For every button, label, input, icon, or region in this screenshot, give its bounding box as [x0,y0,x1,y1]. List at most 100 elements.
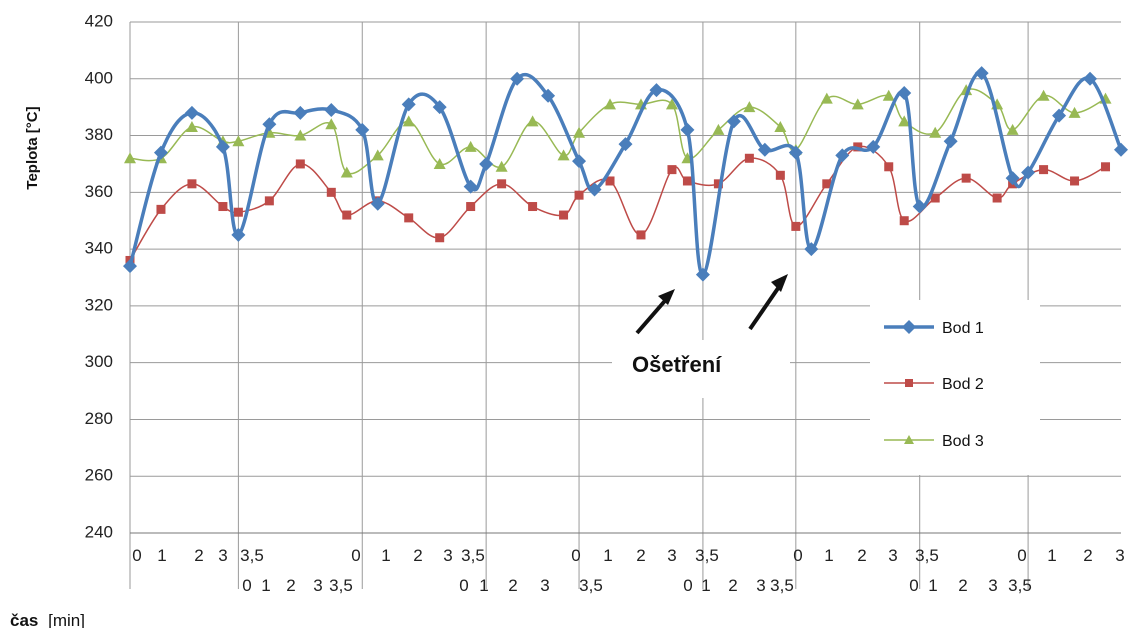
data-point [897,85,912,100]
x-tick-label: 0 [793,546,802,565]
data-point [324,103,339,118]
data-point [743,101,756,113]
data-point [1039,165,1049,175]
data-point [866,139,881,154]
y-tick-label: 360 [85,182,113,201]
legend-item-bod-1: Bod 1 [884,320,984,337]
series-layer [123,66,1128,282]
x-tick-label: 0 [1017,546,1026,565]
data-point [618,137,633,152]
x-tick-label: 3 [1115,546,1124,565]
data-point [774,121,787,133]
data-point [370,196,385,211]
data-point [665,98,678,110]
data-point [587,182,602,197]
data-point [775,170,785,180]
data-point [371,149,384,161]
data-point [231,227,246,242]
annotation-arrowhead-1 [658,289,675,305]
data-point [851,98,864,110]
data-point [680,122,695,137]
x-tick-label: 1 [603,546,612,565]
y-tick-label: 400 [85,68,113,87]
y-tick-labels: 240 260 280 300 320 340 360 380 400 420 [85,11,113,541]
data-point [572,154,587,169]
data-point [712,123,725,135]
data-point [557,149,570,161]
data-point [1052,108,1067,123]
data-point [401,97,416,112]
data-point [342,210,352,220]
x-tick-label: 3,5 [579,576,603,595]
data-point [1101,162,1111,172]
x-tick-label: 2 [958,576,967,595]
x-tick-label: 0 [132,546,141,565]
data-point [820,92,833,104]
data-point [835,148,850,163]
y-axis-label: Teplota [°C] [24,106,41,189]
x-tick-labels: 0 1 2 3 3,5 0 1 2 3 3,5 0 1 2 3 3,5 0 1 2 3 3,5 0 1 2 30 1 2 3 3,5 0… [132,546,1124,595]
data-point [215,139,230,154]
x-tick-label: 1 [701,576,710,595]
x-tick-label: 3 [667,546,676,565]
data-point [943,134,958,149]
x-tick-label: 3 [443,546,452,565]
y-tick-label: 280 [85,409,113,428]
data-point [466,202,476,212]
x-axis-label-unit: [min] [48,611,85,628]
data-point [882,89,895,101]
data-point [326,187,336,197]
x-tick-label: 3,5 [695,546,719,565]
legend-marker-bod-3 [904,435,914,444]
data-point [325,118,338,130]
x-tick-label: 1 [381,546,390,565]
x-tick-label: 3 [218,546,227,565]
data-point [636,230,646,240]
data-point [463,179,478,194]
data-point [1006,123,1019,135]
data-point [432,100,447,115]
data-point [495,160,508,172]
legend-label-bod-3: Bod 3 [942,433,984,450]
data-point [433,157,446,169]
x-tick-label: 0 [459,576,468,595]
x-tick-label: 0 [351,546,360,565]
data-point [804,242,819,257]
data-point [929,126,942,138]
annotation-label: Ošetření [632,352,722,377]
legend-item-bod-2: Bod 2 [884,376,984,393]
data-point [757,142,772,157]
x-tick-label: 3,5 [329,576,353,595]
data-point [355,122,370,137]
x-tick-label: 2 [728,576,737,595]
data-point [526,115,539,127]
data-point [123,259,137,274]
data-point [479,156,494,171]
y-tick-label: 240 [85,522,113,541]
data-point [294,129,307,141]
data-point [930,193,940,203]
data-point [713,179,723,189]
data-point [822,179,832,189]
data-point [791,221,801,231]
data-point [187,179,197,189]
data-point [667,165,677,175]
data-point [233,207,243,217]
annotation-backdrop [612,340,790,398]
data-point [340,166,353,178]
legend: Bod 1 Bod 2 Bod 3 [870,300,1040,475]
data-point [435,233,445,243]
legend-box [870,300,1040,475]
data-point [293,105,308,120]
x-tick-label: 2 [286,576,295,595]
data-point [402,115,415,127]
x-tick-label: 0 [242,576,251,595]
annotation: Ošetření [612,274,790,398]
y-tick-label: 320 [85,295,113,314]
data-point [884,162,894,172]
data-point [185,121,198,133]
x-tick-label: 3,5 [240,546,264,565]
x-tick-label: 0 [909,576,918,595]
x-tick-label: 2 [857,546,866,565]
